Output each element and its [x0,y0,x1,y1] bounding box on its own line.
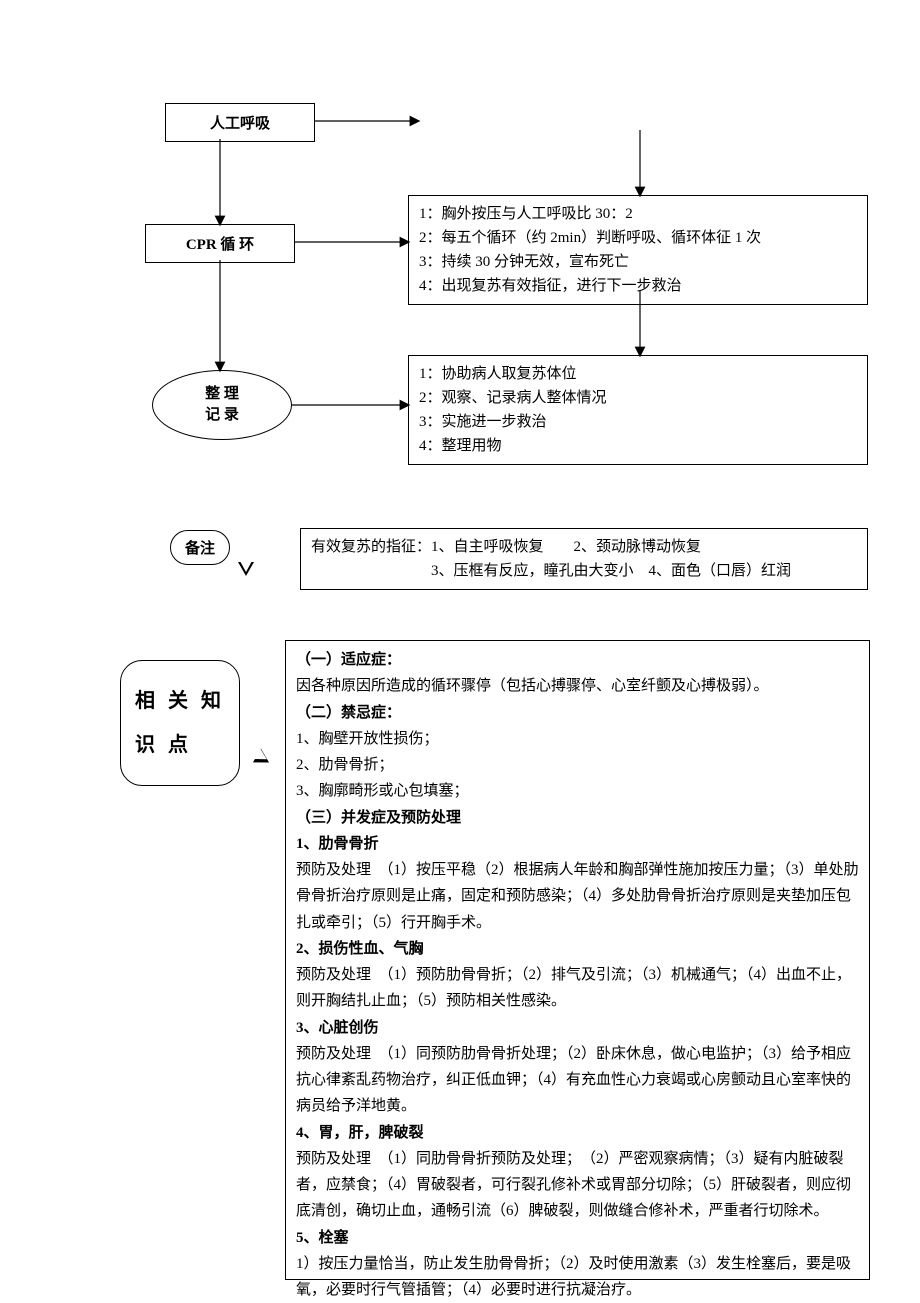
k-c4-body: 预防及处理 （1）同肋骨骨折预防及处理； （2）严密观察病情；（3）疑有内脏破裂… [296,1146,859,1225]
knowledge-box: （一）适应症： 因各种原因所造成的循环骤停（包括心搏骤停、心室纤颤及心搏极弱）。… [285,640,870,1280]
k-c1-title: 1、肋骨骨折 [296,831,859,857]
b2-l3: 3：持续 30 分钟无效，宣布死亡 [419,250,857,274]
k-c2-body: 预防及处理 （1）预防肋骨骨折；（2）排气及引流；（3）机械通气；（4）出血不止… [296,962,859,1015]
b3-l4: 4：整理用物 [419,434,857,458]
k-s2-l3: 3、胸廓畸形或心包填塞； [296,778,859,804]
k-s3-title: （三）并发症及预防处理 [296,805,859,831]
node-cpr-cycle: CPR 循 环 [145,224,295,263]
k-c2-title: 2、损伤性血、气胸 [296,936,859,962]
k-c4-title: 4、胃，肝，脾破裂 [296,1120,859,1146]
k-c5-body: 1）按压力量恰当，防止发生肋骨骨折；（2）及时使用激素（3）发生栓塞后，要是吸氧… [296,1251,859,1303]
k-s2-title: （二）禁忌症： [296,700,859,726]
box-record-details: 1：协助病人取复苏体位 2：观察、记录病人整体情况 3：实施进一步救治 4：整理… [408,355,868,465]
k-s2-l2: 2、肋骨骨折； [296,752,859,778]
node-artificial-breathing: 人工呼吸 [165,103,315,142]
k-s1-body: 因各种原因所造成的循环骤停（包括心搏骤停、心室纤颤及心搏极弱）。 [296,673,859,699]
b3-l2: 2：观察、记录病人整体情况 [419,386,857,410]
k-c3-body: 预防及处理 （1）同预防肋骨骨折处理；（2）卧床休息，做心电监护；（3）给予相应… [296,1041,859,1120]
b3-l3: 3：实施进一步救治 [419,410,857,434]
b2-l2: 2：每五个循环（约 2min）判断呼吸、循环体征 1 次 [419,226,857,250]
node-record: 整 理 记 录 [152,370,292,440]
b4-l1: 有效复苏的指征：1、自主呼吸恢复 2、颈动脉博动恢复 [311,535,857,559]
k-c1-body: 预防及处理 （1）按压平稳（2）根据病人年龄和胸部弹性施加按压力量；（3）单处肋… [296,857,859,936]
k-c3-title: 3、心脏创伤 [296,1015,859,1041]
box-cpr-details: 1：胸外按压与人工呼吸比 30：2 2：每五个循环（约 2min）判断呼吸、循环… [408,195,868,305]
box-remark-details: 有效复苏的指征：1、自主呼吸恢复 2、颈动脉博动恢复 3、压框有反应，瞳孔由大变… [300,528,868,590]
b3-l1: 1：协助病人取复苏体位 [419,362,857,386]
b2-l1: 1：胸外按压与人工呼吸比 30：2 [419,202,857,226]
node-remark-bubble: 备注 [170,530,230,565]
k-s1-title: （一）适应症： [296,647,859,673]
node-knowledge-bubble: 相 关 知 识 点 [120,660,240,786]
bubble-tail-inner [240,561,252,572]
k-s2-l1: 1、胸壁开放性损伤； [296,726,859,752]
k-c5-title: 5、栓塞 [296,1225,859,1251]
b4-l2: 3、压框有反应，瞳孔由大变小 4、面色（口唇）红润 [311,559,857,583]
b2-l4: 4：出现复苏有效指征，进行下一步救治 [419,274,857,298]
